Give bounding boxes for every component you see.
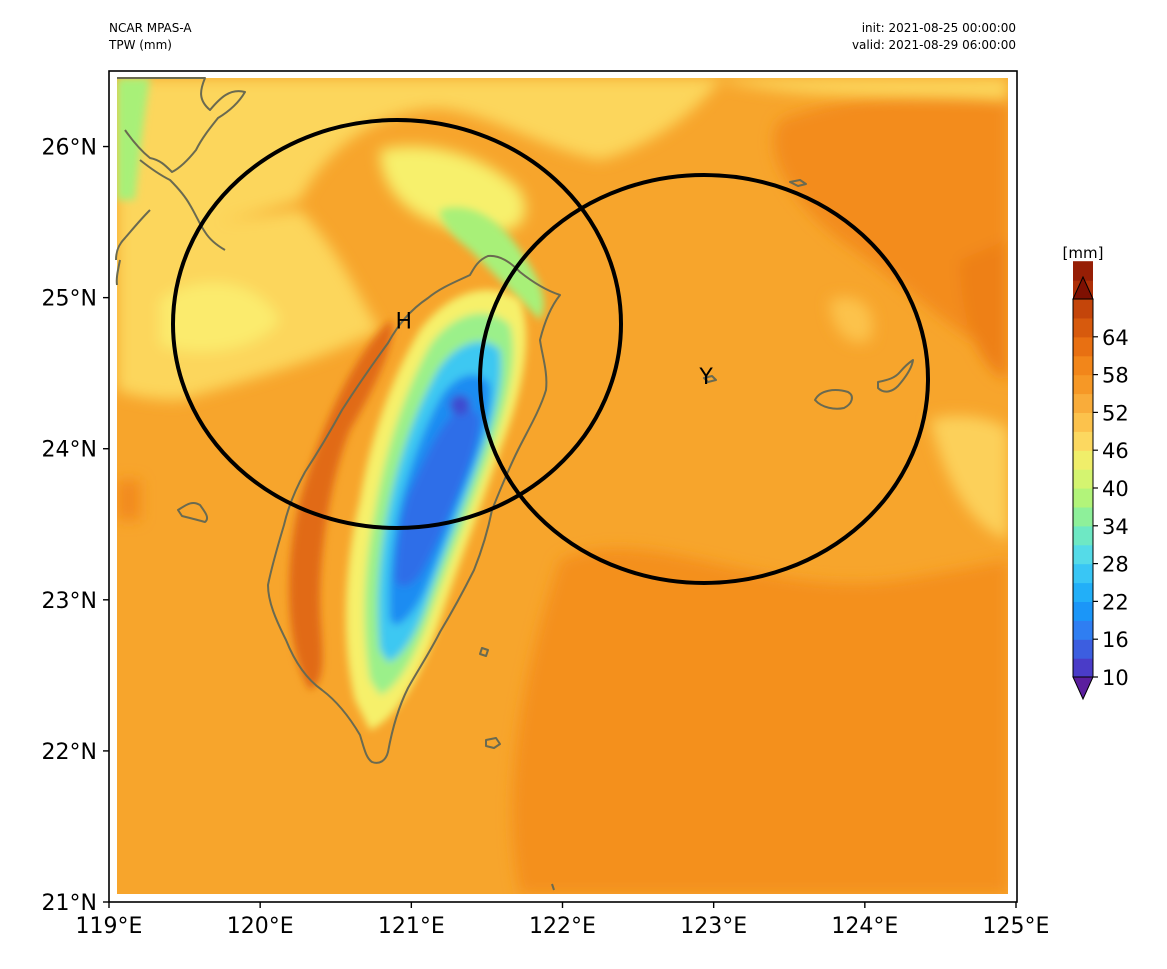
- lat-tick-label: 21°N: [42, 891, 97, 916]
- tpw-field: [117, 78, 1008, 894]
- tpw-coastal-band: [289, 320, 393, 690]
- small-islet-1: [789, 179, 807, 187]
- colorbar-tick-label: 10: [1102, 666, 1129, 690]
- colorbar-bin: [1073, 412, 1093, 432]
- colorbar-tick-label: 64: [1102, 326, 1129, 350]
- axis-ticks: 119°E 120°E 121°E 122°E 123°E 124°E 125°E 21°N 2…: [42, 136, 1050, 939]
- colorbar-bin: [1073, 317, 1093, 338]
- colorbar-bin: [1073, 601, 1093, 621]
- variable-name: TPW (mm): [109, 38, 172, 52]
- lat-tick-label: 22°N: [42, 740, 97, 765]
- lat-tick-label: 23°N: [42, 589, 97, 614]
- init-time: init: 2021-08-25 00:00:00: [861, 21, 1016, 35]
- colorbar-bin: [1073, 355, 1093, 376]
- lon-tick-label: 121°E: [378, 914, 445, 939]
- colorbar-bin: [1073, 299, 1093, 319]
- colorbar-bin: [1073, 639, 1093, 659]
- green-island: [479, 647, 489, 657]
- colorbar-tick-label: 28: [1102, 553, 1129, 577]
- colorbar-tick-label: 52: [1102, 401, 1129, 425]
- colorbar-extend-min: [1072, 676, 1094, 701]
- storm-label-h: H: [396, 309, 413, 334]
- lon-tick-label: 124°E: [831, 914, 898, 939]
- storm-label-y: Y: [698, 365, 713, 390]
- valid-time: valid: 2021-08-29 06:00:00: [851, 38, 1016, 52]
- colorbar-bin: [1073, 658, 1093, 678]
- iriomote-island: [814, 389, 853, 410]
- lat-tick-label: 26°N: [42, 136, 97, 161]
- storm-circle-h: [171, 118, 623, 530]
- colorbar-bin: [1073, 393, 1093, 413]
- storm-labels: HY: [396, 309, 714, 390]
- lon-tick-label: 123°E: [680, 914, 747, 939]
- colorbar-bin: [1073, 431, 1093, 451]
- ishigaki-island: [877, 359, 914, 393]
- lon-tick-label: 120°E: [227, 914, 294, 939]
- figure-header-right: init: 2021-08-25 00:00:00 valid: 2021-08…: [852, 20, 1016, 54]
- colorbar-bin: [1073, 620, 1093, 640]
- colorbar-bin: [1073, 525, 1093, 546]
- tpw-moderate-regions: [117, 78, 1008, 540]
- tpw-dry-patches: [117, 78, 544, 320]
- storm-circle-y: [478, 173, 930, 585]
- colorbar-bin: [1073, 582, 1093, 602]
- colorbar-bin: [1073, 488, 1093, 508]
- fujian-coastline: [115, 77, 246, 286]
- colorbar-tick-label: 46: [1102, 439, 1129, 463]
- lon-tick-label: 125°E: [983, 914, 1050, 939]
- colorbar-bin: [1073, 450, 1093, 470]
- colorbar-bin: [1073, 261, 1093, 281]
- colorbar: 10 16 22 28 34 40 46 52 58 64 [mm]: [1063, 244, 1129, 701]
- colorbar-tick-label: 34: [1102, 515, 1129, 539]
- tpw-high-regions: [117, 94, 1008, 894]
- penghu-islands: [177, 501, 209, 523]
- colorbar-tick-label: 22: [1102, 590, 1129, 614]
- lat-tick-label: 25°N: [42, 287, 97, 312]
- colorbar-tick-label: 58: [1102, 364, 1129, 388]
- model-name: NCAR MPAS-A: [109, 21, 192, 35]
- lat-tick-label: 24°N: [42, 438, 97, 463]
- colorbar-bin: [1073, 544, 1093, 565]
- yonaguni-island: [703, 375, 717, 383]
- colorbar-bin: [1073, 506, 1093, 527]
- colorbar-bin: [1073, 374, 1093, 395]
- lon-tick-label: 122°E: [529, 914, 596, 939]
- orchid-island: [485, 737, 501, 749]
- colorbar-bin: [1073, 336, 1093, 357]
- figure-header-left: NCAR MPAS-A TPW (mm): [109, 20, 192, 54]
- colorbar-tick-label: 40: [1102, 477, 1129, 501]
- colorbar-tick-label: 16: [1102, 628, 1129, 652]
- small-islet-2: [551, 883, 555, 891]
- colorbar-bin: [1073, 469, 1093, 489]
- storm-circles: [171, 118, 930, 585]
- colorbar-bin: [1073, 563, 1093, 584]
- colorbar-unit: [mm]: [1063, 244, 1104, 262]
- lon-tick-label: 119°E: [76, 914, 143, 939]
